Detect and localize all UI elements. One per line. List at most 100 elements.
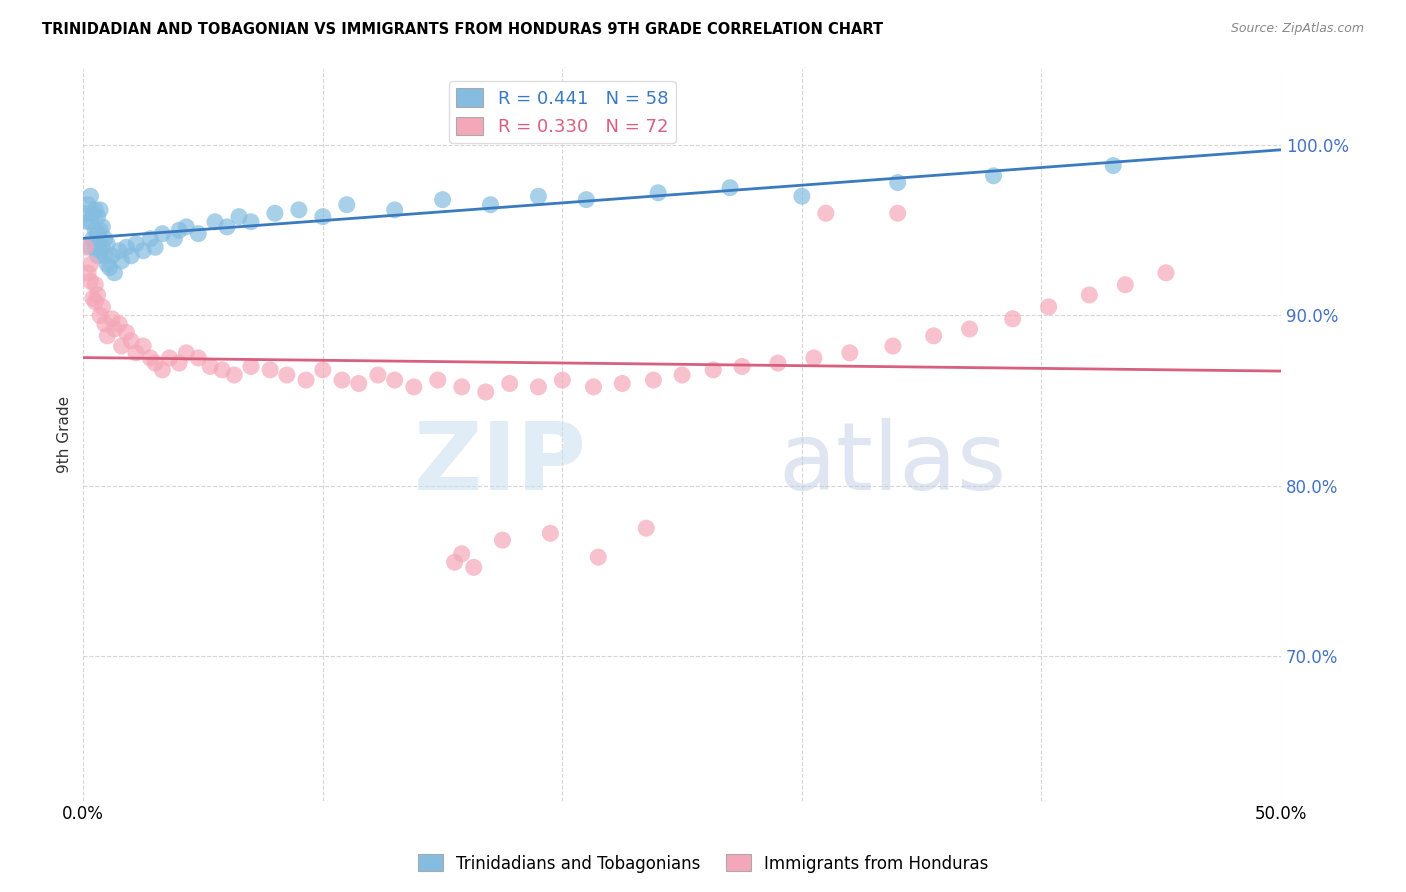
Point — [1001, 311, 1024, 326]
Point — [336, 198, 359, 212]
Point — [94, 317, 117, 331]
Point — [1154, 266, 1177, 280]
Point — [79, 189, 101, 203]
Point — [426, 373, 449, 387]
Point — [96, 328, 118, 343]
Point — [215, 219, 238, 234]
Point — [612, 376, 634, 391]
Point — [82, 291, 104, 305]
Point — [115, 326, 138, 340]
Point — [91, 300, 114, 314]
Point — [84, 202, 107, 217]
Point — [84, 294, 107, 309]
Point — [276, 368, 298, 382]
Point — [96, 236, 118, 251]
Point — [132, 244, 155, 258]
Point — [647, 186, 669, 200]
Point — [174, 346, 197, 360]
Point — [79, 257, 101, 271]
Point — [96, 257, 118, 271]
Point — [384, 202, 406, 217]
Point — [84, 223, 107, 237]
Point — [367, 368, 389, 382]
Point — [150, 363, 173, 377]
Point — [479, 198, 502, 212]
Point — [101, 311, 124, 326]
Point — [84, 240, 107, 254]
Point — [718, 180, 741, 194]
Point — [450, 380, 472, 394]
Text: TRINIDADIAN AND TOBAGONIAN VS IMMIGRANTS FROM HONDURAS 9TH GRADE CORRELATION CHA: TRINIDADIAN AND TOBAGONIAN VS IMMIGRANTS… — [42, 22, 883, 37]
Point — [110, 339, 132, 353]
Point — [288, 202, 311, 217]
Point — [91, 240, 114, 254]
Point — [98, 260, 121, 275]
Point — [402, 380, 425, 394]
Point — [120, 249, 142, 263]
Point — [347, 376, 370, 391]
Point — [139, 351, 162, 365]
Point — [86, 249, 108, 263]
Point — [474, 384, 496, 399]
Point — [432, 193, 454, 207]
Point — [110, 253, 132, 268]
Point — [1038, 300, 1060, 314]
Point — [671, 368, 693, 382]
Point — [538, 526, 561, 541]
Point — [200, 359, 222, 374]
Text: ZIP: ZIP — [413, 417, 586, 510]
Point — [643, 373, 665, 387]
Text: Source: ZipAtlas.com: Source: ZipAtlas.com — [1230, 22, 1364, 36]
Point — [159, 351, 181, 365]
Point — [384, 373, 406, 387]
Point — [731, 359, 754, 374]
Point — [582, 380, 605, 394]
Point — [84, 277, 107, 292]
Point — [79, 215, 101, 229]
Point — [882, 339, 904, 353]
Point — [239, 215, 262, 229]
Point — [330, 373, 353, 387]
Point — [101, 249, 124, 263]
Point — [75, 240, 97, 254]
Point — [86, 210, 108, 224]
Point — [886, 176, 908, 190]
Point — [312, 210, 335, 224]
Point — [959, 322, 981, 336]
Point — [103, 322, 125, 336]
Point — [239, 359, 262, 374]
Point — [77, 266, 100, 280]
Legend: Trinidadians and Tobagonians, Immigrants from Honduras: Trinidadians and Tobagonians, Immigrants… — [411, 847, 995, 880]
Point — [491, 533, 513, 548]
Point — [588, 550, 610, 565]
Point — [498, 376, 520, 391]
Point — [82, 206, 104, 220]
Point — [125, 346, 148, 360]
Point — [86, 227, 108, 241]
Point — [312, 363, 335, 377]
Point — [115, 240, 138, 254]
Point — [463, 560, 485, 574]
Point — [443, 555, 465, 569]
Point — [108, 317, 131, 331]
Point — [132, 339, 155, 353]
Point — [163, 232, 186, 246]
Point — [174, 219, 197, 234]
Point — [803, 351, 825, 365]
Point — [89, 223, 111, 237]
Point — [187, 351, 209, 365]
Y-axis label: 9th Grade: 9th Grade — [58, 396, 72, 473]
Point — [922, 328, 945, 343]
Point — [89, 244, 111, 258]
Point — [139, 232, 162, 246]
Point — [551, 373, 574, 387]
Point — [94, 232, 117, 246]
Point — [636, 521, 658, 535]
Point — [224, 368, 246, 382]
Point — [766, 356, 789, 370]
Point — [702, 363, 724, 377]
Point — [79, 240, 101, 254]
Legend: R = 0.441   N = 58, R = 0.330   N = 72: R = 0.441 N = 58, R = 0.330 N = 72 — [449, 81, 676, 144]
Point — [204, 215, 226, 229]
Point — [527, 189, 550, 203]
